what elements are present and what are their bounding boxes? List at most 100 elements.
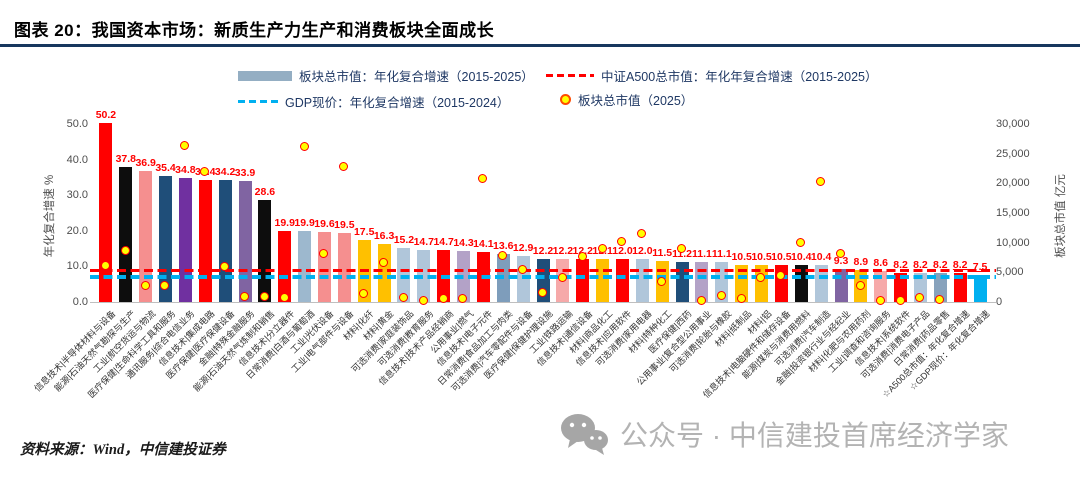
bar-value-label: 50.2: [95, 109, 117, 122]
mktcap-dot: [120, 245, 130, 255]
bar-value-label: 8.2: [952, 258, 968, 271]
bar-value-label: 12.2: [552, 244, 574, 257]
mktcap-dot: [915, 293, 925, 303]
bar: [516, 256, 530, 302]
bar: [953, 272, 967, 302]
mktcap-dot: [756, 273, 766, 283]
bar-value-label: 33.9: [234, 167, 256, 180]
bar-value-label: 15.2: [393, 233, 415, 246]
right-axis-tick: 20,000: [996, 177, 1030, 190]
mktcap-dot: [557, 273, 567, 283]
bar-value-label: 34.2: [214, 166, 236, 179]
legend-item-a500-line: 中证A500总市值：年化年复合增速（2015-2025）: [546, 66, 877, 85]
bar: [814, 264, 828, 302]
bar-value-label: 8.6: [873, 257, 889, 270]
mktcap-dot: [736, 293, 746, 303]
left-axis-tick: 40.0: [66, 153, 88, 166]
bar: [615, 259, 629, 302]
bar: [397, 247, 411, 302]
mktcap-dot: [438, 293, 448, 303]
bar: [198, 179, 212, 302]
bar: [119, 167, 133, 302]
bar-value-label: 14.1: [473, 237, 494, 250]
bar-value-label: 12.2: [532, 244, 554, 257]
legend-item-gdp-line: GDP现价：年化复合增速（2015-2024）: [238, 92, 509, 111]
bar-value-label: 19.5: [334, 218, 355, 231]
left-axis-tick: 50.0: [66, 118, 88, 130]
bar-value-label: 19.9: [294, 217, 315, 230]
legend-item-mktcap-dot: 板块总市值（2025）: [546, 90, 693, 109]
ref-line: [90, 269, 996, 273]
mktcap-dot: [676, 244, 686, 254]
right-axis-tick: 25,000: [996, 147, 1030, 160]
legend-blue-dash-swatch: [238, 99, 278, 104]
bar-value-label: 28.6: [254, 186, 276, 199]
bar-value-label: 36.9: [135, 156, 156, 169]
mktcap-dot: [498, 250, 508, 260]
legend-dot-swatch: [560, 94, 571, 105]
mktcap-dot: [935, 295, 945, 305]
mktcap-dot: [855, 280, 865, 290]
mktcap-dot: [239, 291, 249, 301]
bar: [874, 271, 888, 302]
mktcap-dot: [835, 248, 845, 258]
mktcap-dot: [220, 261, 230, 271]
bar-value-label: 10.5: [751, 250, 772, 263]
bar: [834, 268, 848, 302]
mktcap-dot: [100, 260, 110, 270]
left-axis-tick: 30.0: [66, 189, 88, 202]
mktcap-dot: [398, 292, 408, 302]
bar-value-label: 14.7: [433, 235, 454, 248]
bar-value-label: 16.3: [373, 229, 395, 242]
bar-value-label: 8.9: [853, 256, 869, 269]
right-axis-tick: 5,000: [996, 266, 1024, 279]
bar: [596, 258, 610, 302]
right-axis-title: 板块总市值 亿元: [1054, 174, 1067, 258]
legend-label: 板块总市值：年化复合增速（2015-2025）: [299, 70, 534, 84]
mktcap-dot: [637, 228, 647, 238]
mktcap-dot: [160, 280, 170, 290]
bar: [278, 231, 292, 302]
left-axis-tick: 0.0: [72, 296, 88, 308]
bar-value-label: 12.0: [612, 245, 633, 258]
bar: [258, 200, 272, 302]
mktcap-dot: [537, 288, 547, 297]
bar: [298, 231, 312, 302]
bar: [178, 178, 192, 302]
bar-value-label: 10.5: [731, 250, 752, 263]
bar-value-label: 8.2: [933, 258, 948, 271]
watermark-text: 公众号 · 中信建投首席经济学家: [620, 420, 1009, 451]
legend-label: 中证A500总市值：年化年复合增速（2015-2025）: [601, 70, 878, 84]
wechat-watermark: 公众号 · 中信建投首席经济学家: [558, 412, 1009, 456]
right-axis-tick: 15,000: [996, 207, 1030, 219]
legend-label: 板块总市值（2025）: [578, 94, 694, 108]
bar-value-label: 8.2: [893, 258, 908, 271]
ref-line: [90, 275, 996, 279]
mktcap-dot: [319, 248, 329, 258]
bar: [576, 258, 590, 302]
bar: [635, 259, 649, 302]
legend-label: GDP现价：年化复合增速（2015-2024）: [285, 96, 510, 110]
bar-value-label: 10.4: [791, 250, 812, 263]
bar-value-label: 37.8: [115, 153, 137, 166]
mktcap-dot: [577, 251, 587, 261]
mktcap-dot: [796, 237, 806, 247]
mktcap-dot: [140, 280, 150, 290]
mktcap-dot: [518, 264, 528, 274]
bar-value-label: 12.0: [632, 245, 653, 258]
bar: [377, 243, 391, 302]
bar-value-label: 9.3: [833, 254, 849, 267]
bar-value-label: 11.1: [711, 248, 732, 261]
mktcap-dot: [716, 290, 726, 300]
bar-value-label: 8.2: [913, 258, 928, 271]
left-axis-tick: 10.0: [66, 260, 88, 273]
mktcap-dot: [418, 295, 428, 305]
bar: [933, 272, 947, 302]
right-axis-tick: 10,000: [996, 236, 1030, 249]
bar: [794, 264, 808, 302]
bar: [337, 232, 351, 302]
bar-value-label: 14.3: [453, 237, 474, 250]
bar-value-label: 10.5: [771, 250, 792, 263]
legend-bar-swatch: [238, 70, 292, 81]
